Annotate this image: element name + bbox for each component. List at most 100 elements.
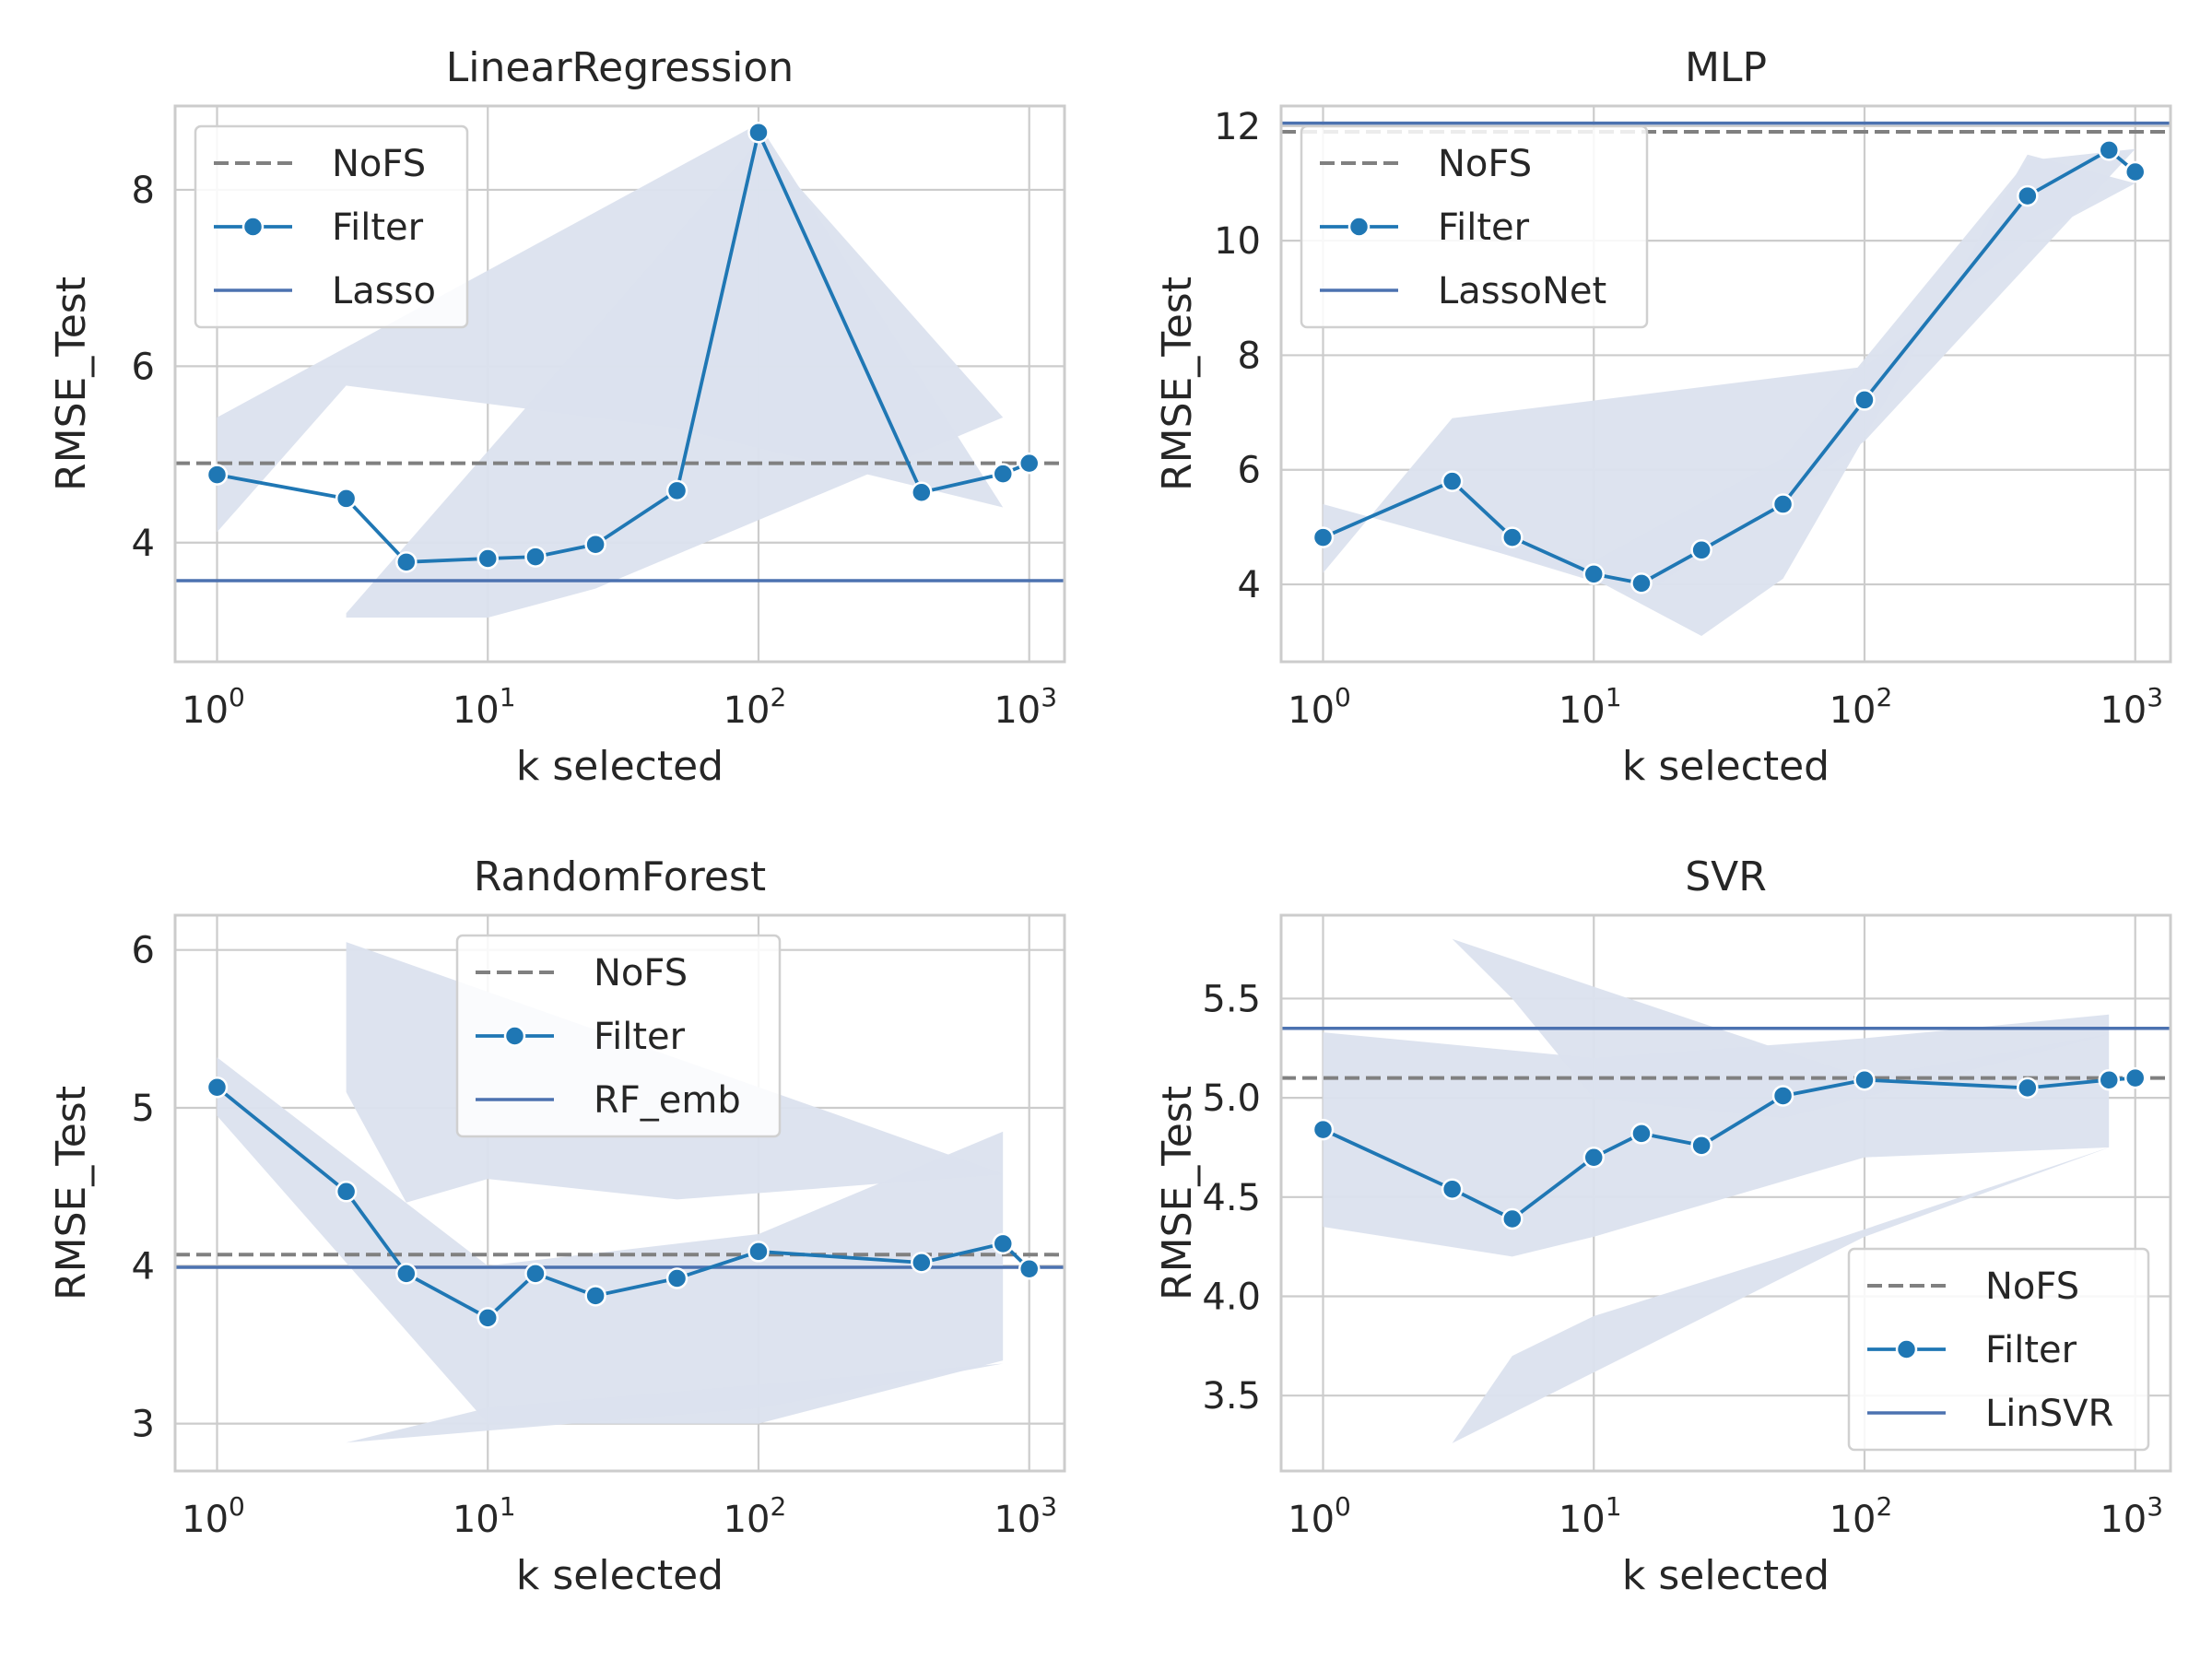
y-tick-label: 4.5: [1202, 1177, 1261, 1219]
legend-label: Filter: [1985, 1329, 2077, 1371]
x-tick-label: 100: [182, 1491, 245, 1541]
filter-point: [584, 1285, 606, 1307]
filter-point: [1853, 389, 1876, 411]
filter-point: [1501, 1207, 1524, 1230]
filter-point: [1771, 493, 1794, 515]
filter-point: [911, 1252, 933, 1274]
x-tick-label: 101: [1559, 682, 1622, 732]
y-tick-label: 5: [132, 1088, 155, 1130]
confidence-band: [1452, 938, 2110, 1118]
filter-point: [1441, 470, 1464, 492]
y-tick-label: 4.0: [1202, 1276, 1261, 1318]
y-tick-label: 6: [1238, 450, 1261, 492]
plot-frame: [1279, 913, 2172, 1473]
chart-panel-4: 3.5 4.0 4.5 5.0 5.5 100 101 102 103 SVR k selected…: [1154, 853, 2172, 1599]
filter-point: [1771, 1085, 1794, 1107]
legend-label: Lasso: [332, 270, 436, 312]
chart-panel-2: 4 6 8 10 12 100 101 102 103 MLP k selected RMSE_Tes…: [1154, 44, 2172, 790]
y-tick-label: 5.5: [1202, 978, 1261, 1020]
filter-point: [2098, 139, 2120, 161]
y-tick-label: 4: [1238, 564, 1261, 606]
x-tick-label: 103: [2100, 682, 2163, 732]
filter-point: [335, 488, 358, 510]
filter-point: [1018, 452, 1041, 475]
x-tick-label: 103: [994, 1491, 1057, 1541]
y-tick-label: 3.5: [1202, 1375, 1261, 1418]
legend-label: NoFS: [1985, 1265, 2079, 1308]
filter-point: [1583, 1146, 1605, 1169]
filter-point: [524, 546, 547, 568]
filter-point: [1312, 1118, 1335, 1141]
filter-point: [1583, 563, 1605, 585]
legend: NoFS Filter RF_emb: [455, 934, 782, 1138]
filter-point: [395, 1263, 418, 1285]
filter-point: [2124, 160, 2147, 183]
filter-point: [1018, 1257, 1041, 1280]
filter-point: [2098, 1068, 2120, 1091]
filter-point: [992, 463, 1014, 485]
filter-point: [206, 464, 229, 486]
filter-point: [1501, 526, 1524, 548]
x-tick-label: 103: [2100, 1491, 2163, 1541]
chart-title: SVR: [1685, 853, 1767, 900]
x-tick-label: 102: [1830, 682, 1893, 732]
plot-frame: [173, 913, 1066, 1473]
filter-point: [584, 533, 606, 556]
y-tick-label: 6: [132, 930, 155, 972]
filter-point: [665, 479, 688, 502]
x-tick-label: 100: [1288, 682, 1351, 732]
filter-point: [911, 481, 933, 503]
filter-point: [1853, 1068, 1876, 1091]
plot-frame: [1279, 104, 2172, 664]
legend: NoFS Filter LassoNet: [1300, 124, 1649, 329]
filter-point: [1312, 526, 1335, 548]
y-axis-label: RMSE_Test: [1154, 1086, 1201, 1300]
chart-panel-1: 4 6 8 100 101 102 103 LinearRegression k selecte…: [48, 44, 1066, 790]
chart-panel-3: 3 4 5 6 100 101 102 103 RandomForest k selected RM…: [48, 853, 1066, 1599]
filter-point: [395, 551, 418, 573]
filter-point: [335, 1181, 358, 1203]
filter-point: [2124, 1066, 2147, 1089]
filter-point: [747, 121, 770, 144]
filter-point: [1441, 1178, 1464, 1200]
y-axis-label: RMSE_Test: [48, 276, 95, 491]
y-tick-label: 6: [132, 346, 155, 388]
legend-label: NoFS: [332, 143, 426, 185]
legend-box: [1300, 124, 1649, 329]
x-tick-label: 102: [724, 682, 787, 732]
x-tick-label: 102: [1830, 1491, 1893, 1541]
x-axis-label: k selected: [1622, 1552, 1830, 1599]
legend-box: [1847, 1247, 2150, 1452]
chart-title: MLP: [1685, 44, 1767, 91]
legend-label: Filter: [1438, 206, 1530, 249]
y-tick-label: 8: [132, 170, 155, 212]
x-tick-label: 100: [1288, 1491, 1351, 1541]
filter-point: [992, 1232, 1014, 1255]
confidence-band: [217, 1057, 1004, 1424]
filter-point: [1630, 572, 1653, 594]
legend-filter-marker: [1895, 1338, 1918, 1360]
x-tick-label: 103: [994, 682, 1057, 732]
confidence-band: [346, 141, 1004, 618]
filter-point: [1690, 1135, 1712, 1157]
y-tick-label: 10: [1214, 220, 1261, 263]
x-tick-label: 101: [453, 682, 516, 732]
plot-frame: [173, 104, 1066, 664]
y-axis-label: RMSE_Test: [48, 1086, 95, 1300]
filter-point: [2017, 1077, 2039, 1100]
confidence-band: [1323, 154, 2136, 637]
legend: NoFS Filter LinSVR: [1847, 1247, 2150, 1452]
y-tick-label: 4: [132, 1245, 155, 1288]
y-tick-label: 3: [132, 1404, 155, 1446]
y-tick-label: 5.0: [1202, 1077, 1261, 1120]
x-axis-label: k selected: [516, 743, 724, 790]
filter-point: [747, 1241, 770, 1263]
y-tick-label: 8: [1238, 335, 1261, 377]
legend-filter-marker: [1347, 216, 1371, 238]
x-tick-label: 101: [1559, 1491, 1622, 1541]
legend-label: Filter: [594, 1016, 686, 1058]
y-tick-label: 4: [132, 523, 155, 565]
chart-title: RandomForest: [474, 853, 766, 900]
filter-point: [206, 1076, 229, 1099]
